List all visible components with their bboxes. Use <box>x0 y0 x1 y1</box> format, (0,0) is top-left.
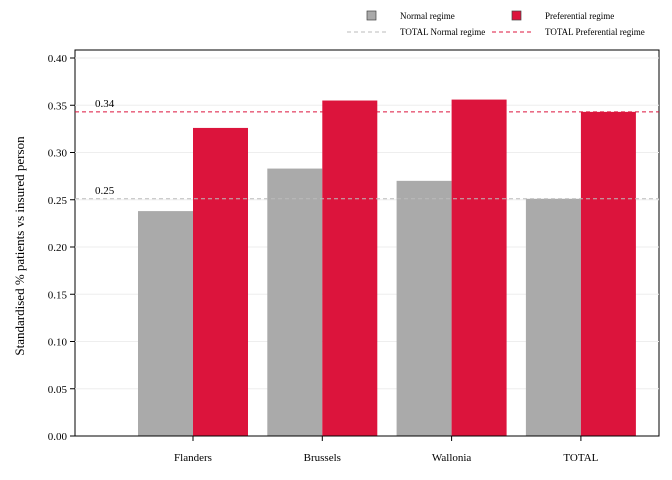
y-tick-label: 0.25 <box>48 195 68 207</box>
x-tick-label: TOTAL <box>563 452 598 464</box>
y-tick-label: 0.15 <box>48 289 68 301</box>
legend: Normal regime Preferential regime TOTAL No… <box>347 10 645 37</box>
bar-preferential-regime-brussels <box>322 100 378 437</box>
bar-preferential-regime-wallonia <box>451 99 507 436</box>
x-tick-label: Wallonia <box>432 452 472 464</box>
legend-swatch <box>511 10 522 21</box>
x-axis: Flanders Brussels Wallonia TOTAL <box>75 435 659 464</box>
legend-label: TOTAL Normal regime <box>400 27 485 37</box>
y-axis: 0.00 0.05 0.10 0.15 0.20 0.25 0.30 0.35 0.40 <box>48 53 75 443</box>
bar-normal-regime-flanders <box>138 211 193 436</box>
reference-line-label: 0.34 <box>95 98 115 110</box>
y-axis-title: Standardised % patients vs insured perso… <box>12 136 27 356</box>
y-tick-label: 0.30 <box>48 148 68 160</box>
reference-lines: 0.25 0.34 <box>75 98 659 200</box>
y-tick-label: 0.00 <box>48 431 68 443</box>
legend-swatch <box>366 10 377 21</box>
y-tick-label: 0.20 <box>48 242 68 254</box>
bar-normal-regime-wallonia <box>396 180 452 436</box>
bar-normal-regime-brussels <box>267 168 323 436</box>
legend-label: TOTAL Preferential regime <box>545 27 645 37</box>
bar-preferential-regime-total <box>580 111 636 437</box>
y-tick-label: 0.40 <box>48 53 68 65</box>
bar-preferential-regime-flanders <box>193 127 248 437</box>
bars <box>138 99 636 437</box>
legend-label: Normal regime <box>400 11 455 21</box>
legend-label: Preferential regime <box>545 11 614 21</box>
y-tick-label: 0.05 <box>48 384 68 396</box>
bar-normal-regime-total <box>525 198 581 436</box>
x-tick-label: Flanders <box>174 452 212 464</box>
y-tick-label: 0.10 <box>48 337 68 349</box>
y-tick-label: 0.35 <box>48 100 68 112</box>
reference-line-label: 0.25 <box>95 185 115 197</box>
x-tick-label: Brussels <box>304 452 341 464</box>
